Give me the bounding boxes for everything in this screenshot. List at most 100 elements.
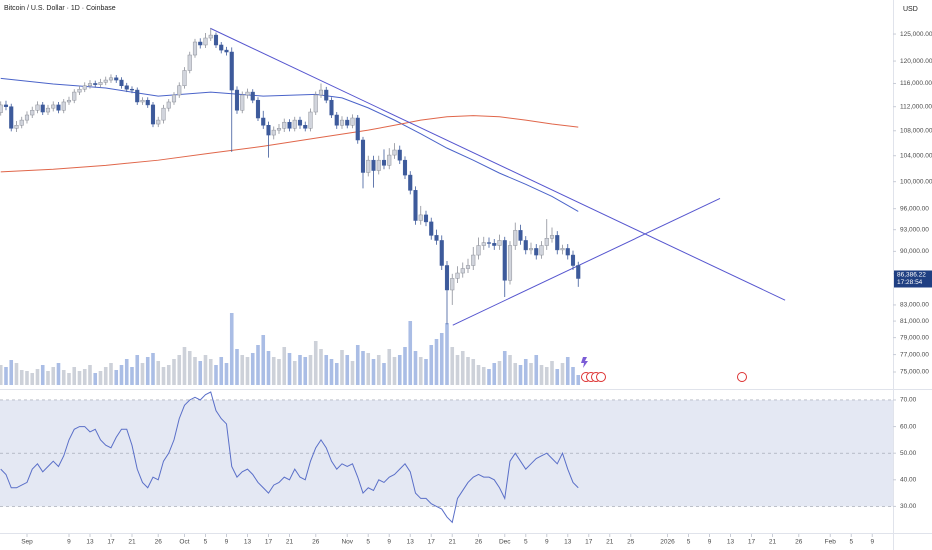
volume-bar bbox=[560, 363, 565, 385]
event-icon bbox=[596, 372, 606, 382]
candle-body bbox=[507, 245, 513, 281]
overlay-line bbox=[210, 27, 786, 301]
candle-body bbox=[366, 159, 371, 173]
candle-body bbox=[392, 149, 397, 156]
volume-bar bbox=[350, 361, 355, 385]
volume-bar bbox=[4, 367, 8, 385]
x-tick-label: 13 bbox=[564, 539, 572, 546]
volume-bar bbox=[455, 355, 460, 385]
volume-bar bbox=[403, 347, 407, 385]
y-tick-label: 93,000.00 bbox=[900, 226, 929, 233]
candle-body bbox=[555, 235, 560, 251]
x-tick-label: 21 bbox=[128, 539, 136, 546]
candle-body bbox=[114, 77, 119, 81]
volume-bar bbox=[130, 367, 134, 385]
candle-body bbox=[381, 159, 387, 166]
candle-body bbox=[308, 111, 313, 129]
y-tick-label: 108,000.00 bbox=[900, 127, 932, 134]
candle-body bbox=[539, 245, 544, 256]
x-tick-label: 17 bbox=[585, 539, 593, 546]
candle-body bbox=[108, 77, 114, 81]
volume-bar bbox=[476, 365, 481, 385]
volume-bar bbox=[345, 355, 350, 385]
rsi-tick-label: 30.00 bbox=[900, 503, 917, 510]
volume-bar bbox=[0, 365, 3, 385]
volume-bar bbox=[266, 351, 271, 385]
candle-body bbox=[450, 278, 455, 291]
volume-bar bbox=[334, 363, 339, 385]
y-tick-label: 116,000.00 bbox=[900, 80, 932, 87]
volume-bar bbox=[471, 359, 476, 385]
x-tick-label: 5 bbox=[687, 539, 691, 546]
chart-title: Bitcoin / U.S. Dollar · 1D · Coinbase bbox=[4, 5, 116, 12]
candle-body bbox=[497, 240, 502, 246]
x-tick-label: 9 bbox=[387, 539, 391, 546]
volume-bar bbox=[124, 359, 129, 385]
volume-bar bbox=[177, 355, 182, 385]
volume-bar bbox=[413, 351, 418, 385]
volume-bar bbox=[40, 365, 45, 385]
candle-body bbox=[329, 99, 334, 116]
volume-bar bbox=[529, 363, 533, 385]
candle-body bbox=[98, 82, 103, 85]
x-tick-label: 13 bbox=[86, 539, 94, 546]
volume-bar bbox=[261, 335, 266, 385]
volume-bar bbox=[282, 347, 287, 385]
volume-bar bbox=[172, 359, 176, 385]
volume-bar bbox=[439, 333, 444, 385]
volume-bar bbox=[103, 367, 108, 385]
event-icon bbox=[581, 357, 588, 368]
candle-body bbox=[481, 242, 486, 246]
volume-bar bbox=[508, 355, 512, 385]
candle-body bbox=[56, 104, 61, 111]
volume-bar bbox=[539, 365, 544, 385]
candle-body bbox=[560, 248, 565, 251]
x-tick-label: 21 bbox=[769, 539, 777, 546]
candle-body bbox=[360, 139, 366, 173]
volume-bar bbox=[324, 355, 329, 385]
candle-body bbox=[219, 44, 224, 51]
volume-bar bbox=[61, 370, 66, 385]
candle-body bbox=[166, 101, 171, 109]
volume-bar bbox=[460, 351, 465, 385]
candle-body bbox=[313, 94, 318, 113]
x-tick-label: 5 bbox=[849, 539, 853, 546]
candle-body bbox=[423, 214, 429, 223]
x-tick-label: 13 bbox=[244, 539, 252, 546]
rsi-tick-label: 60.00 bbox=[900, 423, 917, 430]
candle-body bbox=[0, 104, 3, 113]
candle-body bbox=[182, 70, 187, 87]
y-tick-label: 112,000.00 bbox=[900, 103, 932, 110]
volume-bar bbox=[109, 363, 113, 385]
y-tick-label: 77,000.00 bbox=[900, 351, 929, 358]
last-price-label: 86,386.22 bbox=[897, 272, 926, 279]
candle-body bbox=[455, 272, 460, 279]
volume-bar bbox=[250, 353, 255, 385]
volume-bar bbox=[292, 361, 297, 385]
candle-body bbox=[465, 265, 471, 269]
volume-bar bbox=[56, 363, 61, 385]
volume-bar bbox=[67, 373, 71, 385]
candle-body bbox=[9, 106, 14, 129]
volume-bar bbox=[366, 353, 371, 385]
candle-body bbox=[303, 125, 308, 129]
y-tick-label: 96,000.00 bbox=[900, 205, 929, 212]
x-tick-label: 9 bbox=[225, 539, 229, 546]
x-tick-label: 2026 bbox=[660, 539, 675, 546]
x-tick-label: 21 bbox=[286, 539, 294, 546]
candle-body bbox=[518, 230, 523, 241]
candle-body bbox=[140, 99, 145, 103]
candle-body bbox=[208, 34, 213, 39]
candle-body bbox=[486, 242, 492, 244]
candle-body bbox=[19, 119, 24, 126]
candle-body bbox=[397, 149, 402, 161]
volume-bar bbox=[329, 359, 334, 385]
volume-bar bbox=[277, 359, 281, 385]
x-tick-label: Sep bbox=[21, 539, 33, 546]
volume-bar bbox=[497, 361, 502, 385]
volume-bar bbox=[256, 345, 260, 385]
x-tick-label: 17 bbox=[265, 539, 273, 546]
volume-bar bbox=[77, 371, 82, 385]
candle-body bbox=[476, 245, 481, 256]
